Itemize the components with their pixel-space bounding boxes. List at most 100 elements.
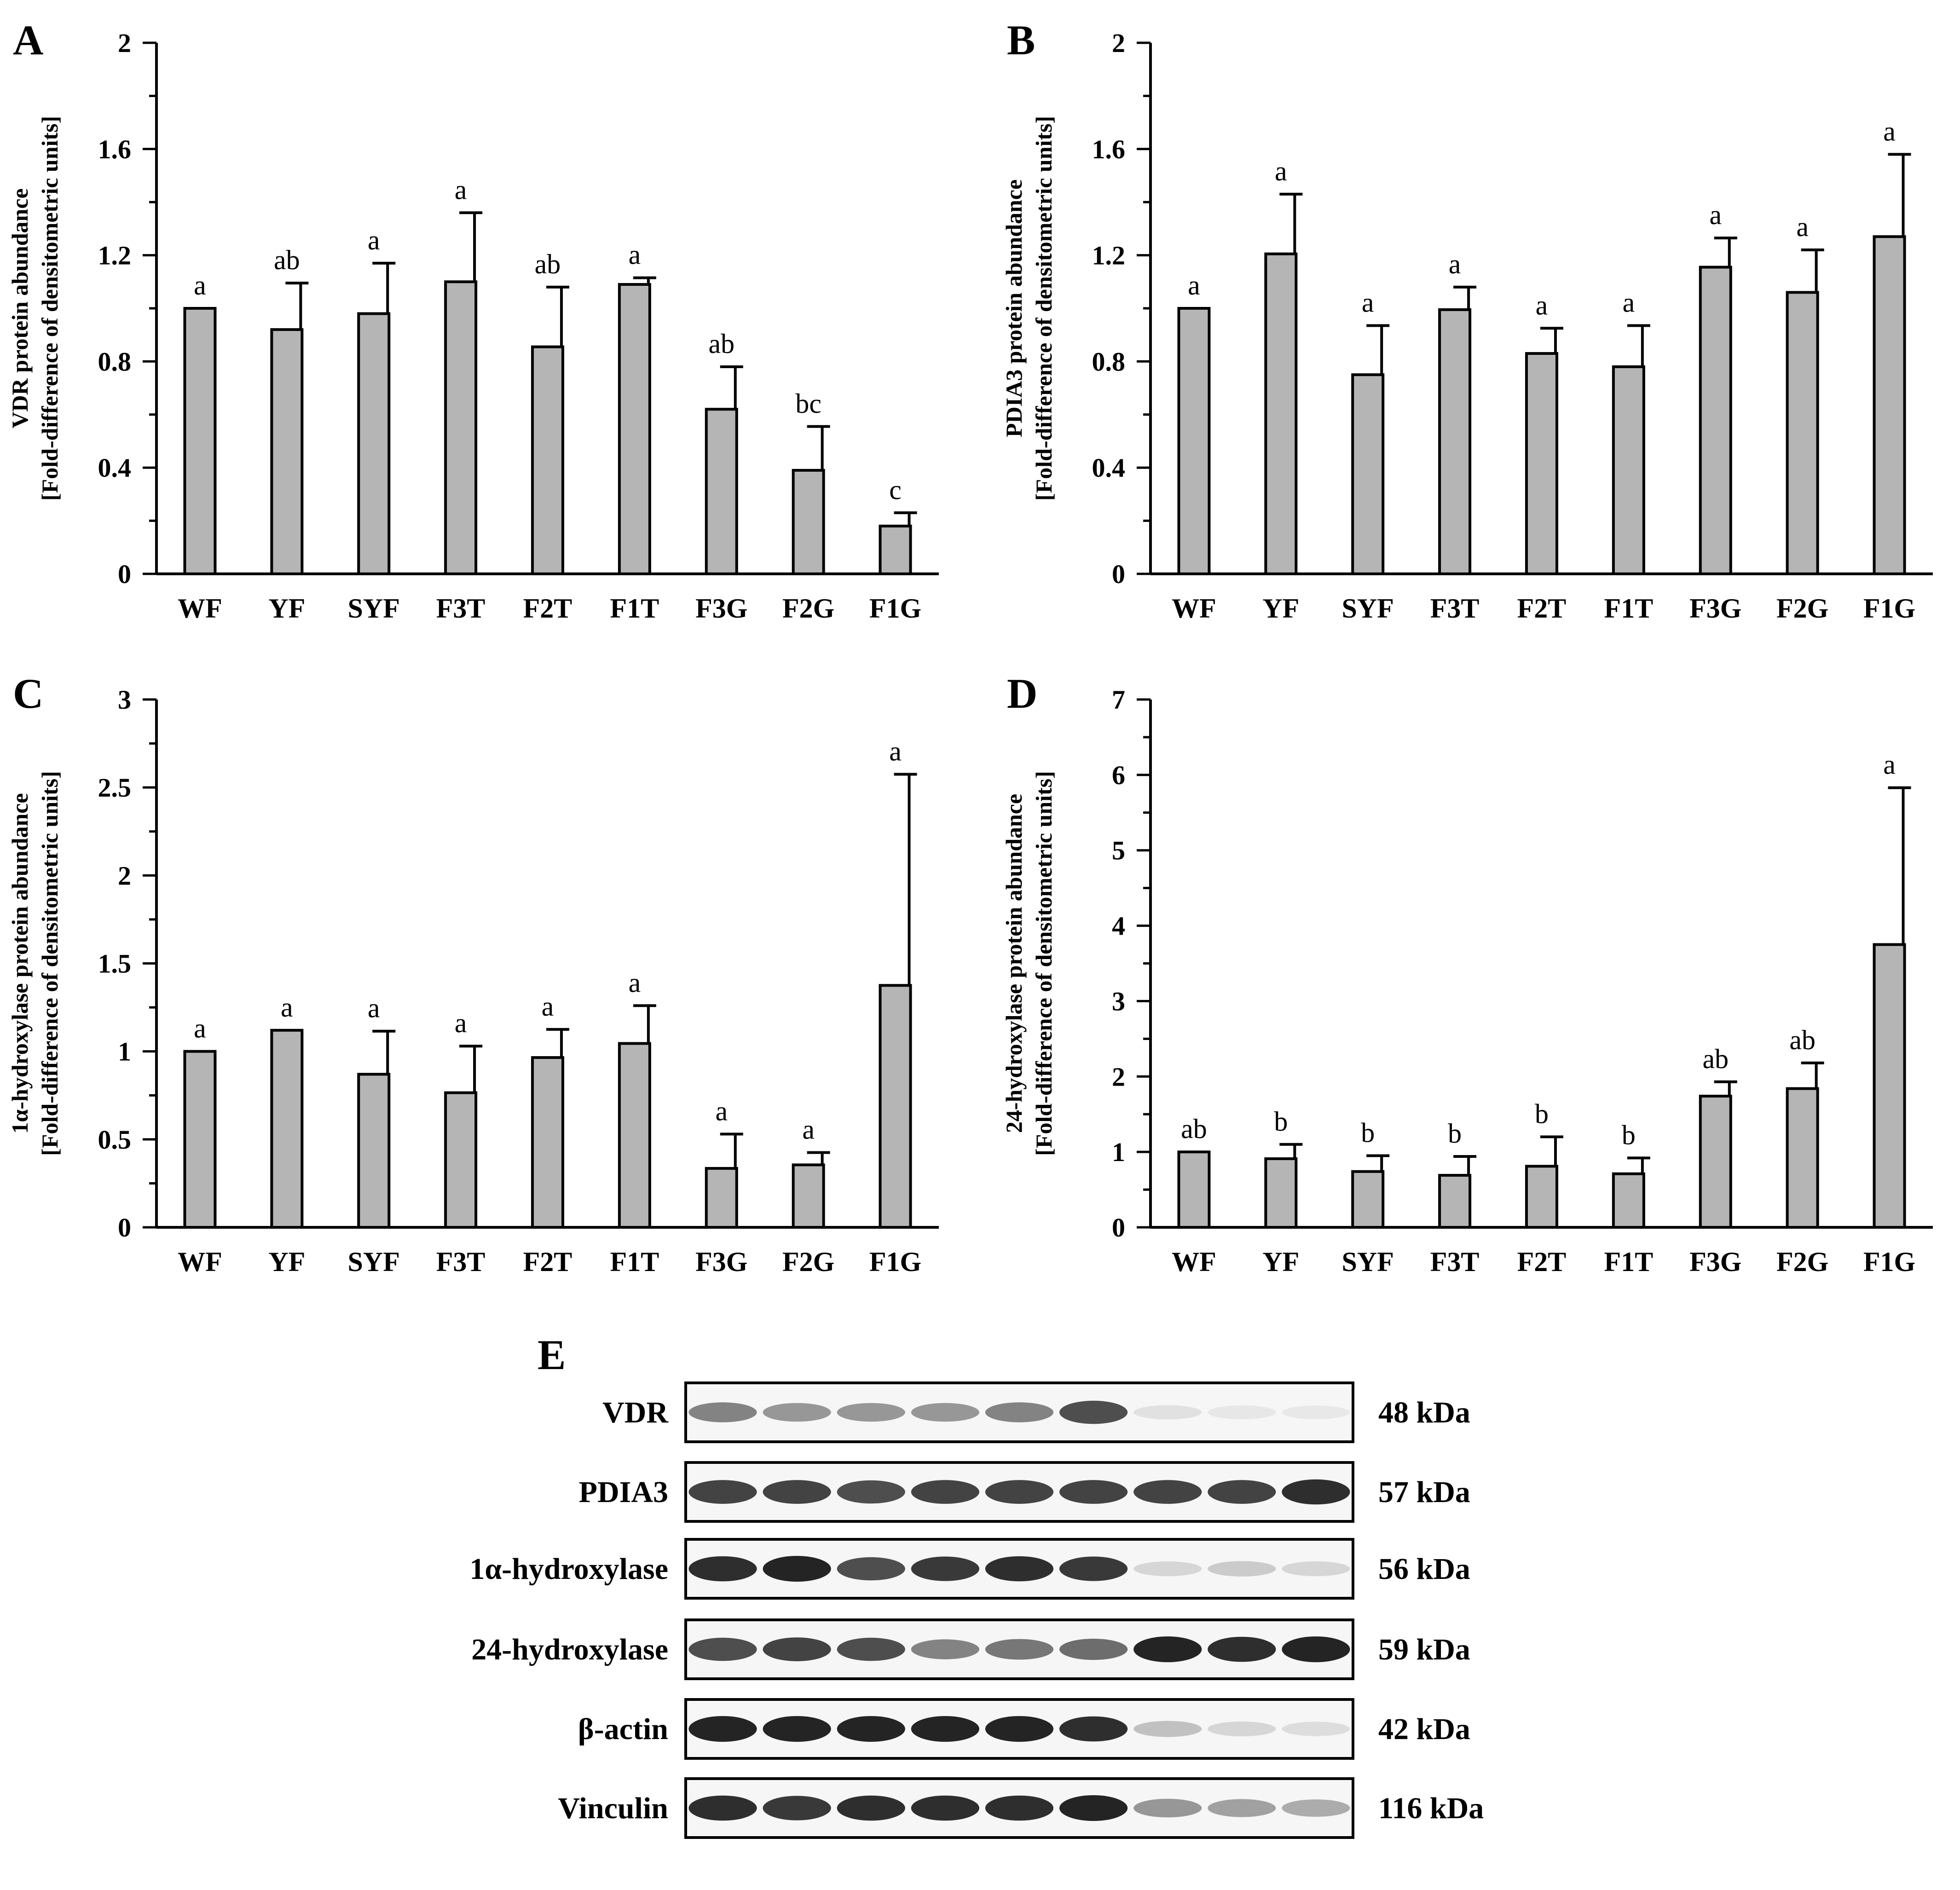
x-tick-label: F2T — [523, 1247, 572, 1277]
blot-band — [1133, 1721, 1202, 1737]
bar — [183, 307, 217, 575]
x-tick-label: SYF — [1342, 593, 1394, 624]
bar — [1612, 1172, 1645, 1229]
significance-label: a — [542, 991, 554, 1022]
x-tick-label: SYF — [348, 1247, 400, 1277]
panel-letter-a: A — [13, 17, 43, 64]
x-tick-label: F2G — [1776, 1247, 1828, 1277]
blot-band — [1282, 1636, 1350, 1662]
bar — [1873, 235, 1906, 575]
bar — [1699, 266, 1732, 575]
y-tick-label: 5 — [1112, 836, 1125, 866]
blot-band — [911, 1403, 979, 1422]
blot-band — [985, 1556, 1054, 1582]
bar — [1873, 943, 1906, 1229]
blot-band — [1133, 1636, 1202, 1662]
blot-size-label: 59 kDa — [1378, 1633, 1470, 1666]
blot-band — [1133, 1798, 1202, 1818]
significance-label: a — [194, 1013, 206, 1044]
blot-protein-label: 1α-hydroxylase — [469, 1552, 668, 1586]
significance-label: a — [715, 1096, 728, 1126]
y-tick-label: 1.2 — [1092, 241, 1126, 271]
y-axis-label-line1: 24-hydroxylase protein abundance — [1001, 794, 1027, 1133]
blot-band — [1208, 1405, 1276, 1419]
y-tick-label: 0 — [1112, 559, 1125, 589]
blot-band — [911, 1716, 979, 1742]
blot-size-label: 42 kDa — [1378, 1712, 1470, 1746]
blot-band — [985, 1716, 1054, 1742]
y-tick-label: 2 — [1112, 28, 1125, 58]
bar — [792, 468, 825, 575]
significance-label: b — [1361, 1117, 1375, 1148]
x-tick-label: F2T — [523, 593, 572, 624]
bar — [1264, 1157, 1298, 1229]
y-tick-label: 1.6 — [98, 134, 132, 164]
blot-band — [688, 1716, 757, 1742]
blot-protein-label: PDIA3 — [579, 1475, 668, 1509]
y-tick-label: 0.8 — [1092, 347, 1126, 376]
blot-band — [1059, 1638, 1128, 1660]
significance-label: b — [1274, 1106, 1288, 1137]
blot-band — [1059, 1795, 1128, 1821]
bar — [444, 280, 478, 575]
y-axis-label: 24-hydroxylase protein abundance [Fold-d… — [1001, 771, 1057, 1156]
blot-protein-label: β-actin — [578, 1712, 668, 1746]
significance-label: a — [1883, 116, 1896, 146]
y-tick-label: 0.8 — [98, 347, 132, 376]
x-tick-label: F3T — [1430, 1247, 1480, 1277]
blot-band — [1282, 1479, 1350, 1505]
significance-label: ab — [1789, 1025, 1815, 1055]
blot-band — [1133, 1561, 1202, 1577]
blot-band — [1059, 1400, 1128, 1424]
significance-label: b — [1622, 1120, 1636, 1150]
blot-band — [837, 1795, 905, 1821]
bar — [618, 283, 651, 575]
blot-band — [1208, 1799, 1276, 1817]
bar — [270, 328, 304, 575]
y-tick-label: 0 — [118, 559, 131, 589]
significance-label: bc — [795, 388, 821, 419]
x-tick-label: F1T — [1604, 593, 1654, 624]
y-tick-label: 6 — [1112, 760, 1125, 790]
y-tick-label: 2.5 — [98, 773, 132, 803]
x-tick-label: F1G — [869, 593, 921, 624]
bar — [1177, 307, 1211, 575]
x-tick-label: F2T — [1517, 1247, 1567, 1277]
blot-band — [985, 1480, 1054, 1504]
significance-label: a — [1709, 200, 1722, 230]
y-tick-label: 4 — [1112, 911, 1125, 941]
chart-panel-a: A VDR protein abundance [Fold-difference… — [7, 17, 939, 624]
blot-band — [763, 1637, 831, 1661]
significance-label: a — [802, 1115, 815, 1145]
bar — [879, 525, 912, 576]
y-tick-label: 2 — [118, 28, 131, 58]
significance-label: a — [1883, 750, 1896, 780]
significance-label: a — [455, 174, 467, 205]
x-tick-label: F1T — [610, 593, 659, 624]
x-tick-label: SYF — [1342, 1247, 1394, 1277]
x-tick-label: F3G — [695, 1247, 747, 1277]
y-axis-label-line2: [Fold-difference of densitometric units] — [37, 771, 63, 1156]
x-tick-label: WF — [178, 1247, 222, 1277]
y-tick-label: 3 — [118, 685, 131, 715]
bar — [1177, 1150, 1211, 1229]
blot-band — [763, 1556, 831, 1582]
bar — [792, 1163, 825, 1229]
blot-band — [688, 1480, 757, 1504]
x-tick-label: YF — [268, 593, 305, 624]
y-axis-label-line1: PDIA3 protein abundance — [1001, 179, 1027, 437]
western-blot-panel: E WFYFSYFF3TF2TF1TF3GF2GF1GVDR48 kDaPDIA… — [469, 1331, 1484, 1839]
y-axis-label-line2: [Fold-difference of densitometric units] — [1031, 116, 1057, 501]
bar — [705, 408, 738, 575]
bar — [357, 1073, 391, 1229]
x-tick-label: WF — [1172, 593, 1216, 624]
blot-band — [837, 1403, 905, 1422]
blot-band — [837, 1716, 905, 1742]
blot-band — [911, 1556, 979, 1581]
x-tick-label: F1T — [1604, 1247, 1654, 1277]
y-tick-label: 1.5 — [98, 949, 132, 979]
blot-size-label: 48 kDa — [1378, 1396, 1470, 1429]
blot-band — [837, 1637, 905, 1661]
blot-band — [1282, 1561, 1350, 1577]
